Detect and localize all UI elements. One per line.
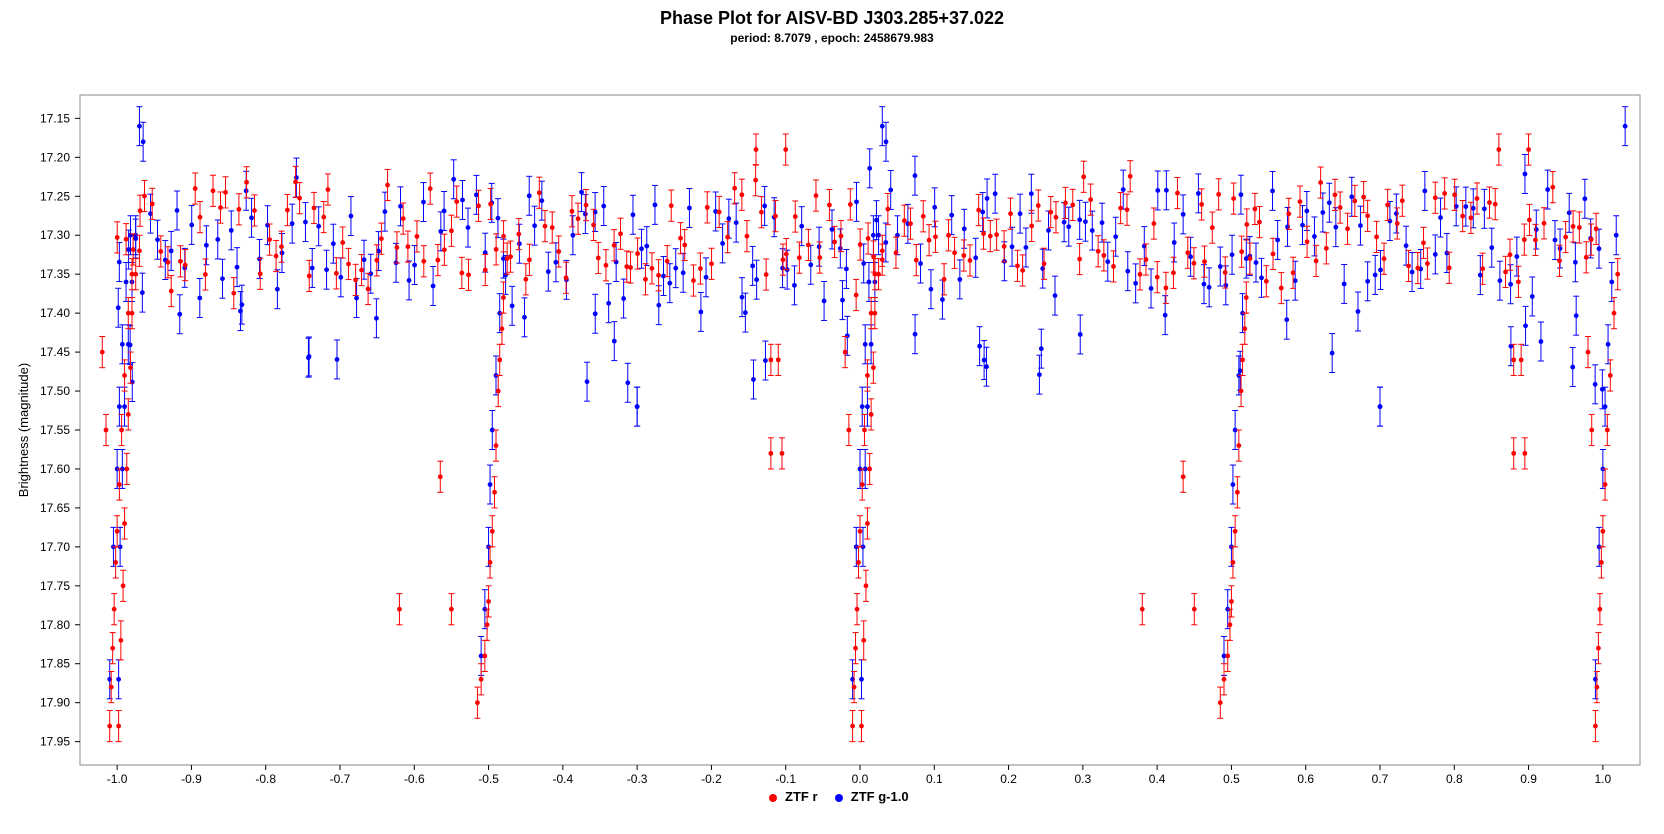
y-tick-label: 17.30 <box>40 228 70 242</box>
x-tick-label: 0.2 <box>1000 772 1017 785</box>
y-tick-label: 17.70 <box>40 540 70 554</box>
y-tick-label: 17.65 <box>40 501 70 515</box>
legend: ZTF r ZTF g-1.0 <box>0 789 1664 804</box>
x-tick-label: 1.0 <box>1595 772 1612 785</box>
title-block: Phase Plot for AISV-BD J303.285+37.022 p… <box>0 0 1664 45</box>
y-tick-label: 17.75 <box>40 579 70 593</box>
y-tick-label: 17.15 <box>40 111 70 125</box>
y-tick-label: 17.90 <box>40 696 70 710</box>
y-tick-label: 17.45 <box>40 345 70 359</box>
x-tick-label: -0.2 <box>701 772 722 785</box>
plot-svg: -1.0 -0.9 -0.8 -0.7 -0.6 -0.5 -0.4 -0.3 -0.2 -0.1… <box>0 45 1664 785</box>
x-tick-label: 0.9 <box>1520 772 1537 785</box>
y-tick-label: 17.60 <box>40 462 70 476</box>
phase-plot-container: Phase Plot for AISV-BD J303.285+37.022 p… <box>0 0 1664 834</box>
x-tick-label: -0.4 <box>553 772 574 785</box>
x-tick-label: 0.6 <box>1297 772 1314 785</box>
x-tick-label: 0.8 <box>1446 772 1463 785</box>
y-tick-label: 17.50 <box>40 384 70 398</box>
chart-title: Phase Plot for AISV-BD J303.285+37.022 <box>0 8 1664 29</box>
x-tick-label: -0.8 <box>255 772 276 785</box>
x-tick-label: 0.3 <box>1075 772 1092 785</box>
x-tick-label: -0.3 <box>627 772 648 785</box>
x-tick-label: 0.5 <box>1223 772 1240 785</box>
x-tick-label: -0.7 <box>330 772 351 785</box>
legend-label-g: ZTF g-1.0 <box>851 789 909 804</box>
legend-marker-r-icon <box>769 794 777 802</box>
x-tick-label: 0.1 <box>926 772 943 785</box>
y-tick-label: 17.40 <box>40 306 70 320</box>
x-tick-label: 0.0 <box>852 772 869 785</box>
x-tick-label: -0.9 <box>181 772 202 785</box>
y-tick-label: 17.95 <box>40 735 70 749</box>
y-tick-label: 17.25 <box>40 189 70 203</box>
x-tick-label: 0.4 <box>1149 772 1166 785</box>
y-tick-label: 17.35 <box>40 267 70 281</box>
y-tick-label: 17.20 <box>40 150 70 164</box>
x-tick-label: 0.7 <box>1372 772 1389 785</box>
y-tick-label: 17.85 <box>40 657 70 671</box>
y-tick-label: 17.80 <box>40 618 70 632</box>
x-tick-label: -0.5 <box>478 772 499 785</box>
y-axis-label: Brightness (magnitude) <box>16 363 31 497</box>
legend-marker-g-icon <box>835 794 843 802</box>
y-tick-label: 17.55 <box>40 423 70 437</box>
x-tick-label: -0.1 <box>775 772 796 785</box>
x-tick-label: -1.0 <box>107 772 128 785</box>
x-tick-label: -0.6 <box>404 772 425 785</box>
legend-label-r: ZTF r <box>785 789 818 804</box>
chart-subtitle: period: 8.7079 , epoch: 2458679.983 <box>0 31 1664 45</box>
